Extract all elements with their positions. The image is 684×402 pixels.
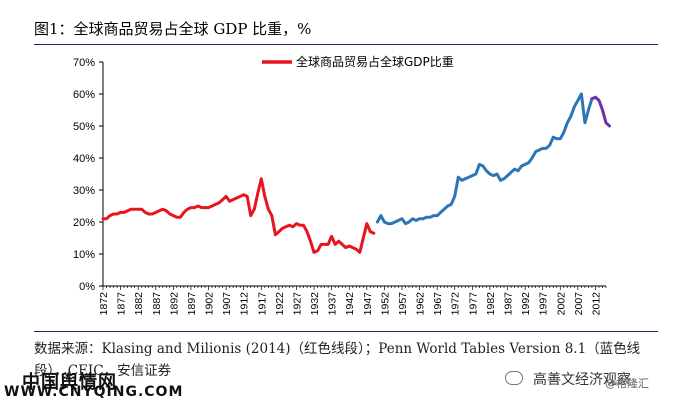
x-tick-label: 1932 (309, 292, 321, 316)
x-tick-label: 2012 (590, 292, 602, 316)
series-line-3 (590, 95, 611, 128)
x-tick-label: 1917 (256, 292, 268, 316)
x-tick-label: 1887 (151, 292, 163, 316)
watermark-url: WWW.CNYQING.COM (4, 384, 184, 400)
x-tick-label: 2007 (573, 292, 585, 316)
x-tick-label: 1957 (397, 292, 409, 316)
x-tick-label: 1997 (538, 292, 550, 316)
chart-title: 图1：全球商品贸易占全球 GDP 比重，% (34, 20, 312, 38)
y-tick-label: 50% (73, 121, 95, 133)
watermark-account-label: 高善文经济观察 (533, 372, 631, 388)
x-tick-label: 1992 (520, 292, 532, 316)
legend-label: 全球商品贸易占全球GDP比重 (296, 54, 454, 69)
x-tick-label: 2002 (555, 292, 567, 316)
chart-series (101, 92, 611, 254)
series-line-1 (101, 177, 376, 254)
x-tick-label: 1947 (362, 292, 374, 316)
series-line-2 (375, 92, 594, 226)
x-tick-label: 1892 (168, 292, 180, 316)
x-tick-label: 1882 (133, 292, 145, 316)
x-tick-label: 1872 (98, 292, 110, 316)
x-tick-label: 1907 (221, 292, 233, 316)
x-tick-label: 1927 (291, 292, 303, 316)
watermark-handle: @格隆汇 (605, 377, 649, 390)
data-source-note: 数据来源：Klasing and Milionis (2014)（红色线段）；P… (34, 341, 641, 379)
x-tick-label: 1902 (204, 292, 216, 316)
x-tick-label: 1942 (344, 292, 356, 316)
bottom-rule (34, 331, 658, 332)
y-tick-label: 10% (73, 249, 95, 261)
x-tick-label: 1877 (116, 292, 128, 316)
y-tick-label: 70% (73, 57, 95, 69)
x-tick-label: 1967 (432, 292, 444, 316)
chart-legend: 全球商品贸易占全球GDP比重 (262, 54, 454, 69)
chart-axes: 0% 10% 20% 30% 40% 50% 60% 70% 1872 1877 1882 1887 1… (73, 57, 607, 316)
y-tick-label: 0% (79, 281, 95, 293)
y-tick-label: 60% (73, 89, 95, 101)
x-tick-label: 1897 (186, 292, 198, 316)
watermark-logo: 中国舆情网 (22, 372, 117, 393)
top-rule (34, 44, 658, 45)
y-tick-label: 30% (73, 185, 95, 197)
x-tick-label: 1937 (327, 292, 339, 316)
x-tick-label: 1972 (450, 292, 462, 316)
y-tick-label: 40% (73, 153, 95, 165)
line-chart: 0% 10% 20% 30% 40% 50% 60% 70% 1872 1877 1882 1887 1… (73, 54, 611, 316)
wechat-icon (505, 371, 523, 385)
x-tick-label: 1922 (274, 292, 286, 316)
x-tick-label: 1952 (379, 292, 391, 316)
y-tick-label: 20% (73, 217, 95, 229)
x-tick-label: 1912 (239, 292, 251, 316)
x-tick-label: 1982 (485, 292, 497, 316)
watermark-account: 高善文经济观察 (505, 369, 631, 389)
x-tick-label: 1977 (467, 292, 479, 316)
x-tick-label: 1987 (503, 292, 515, 316)
x-tick-label: 1962 (415, 292, 427, 316)
